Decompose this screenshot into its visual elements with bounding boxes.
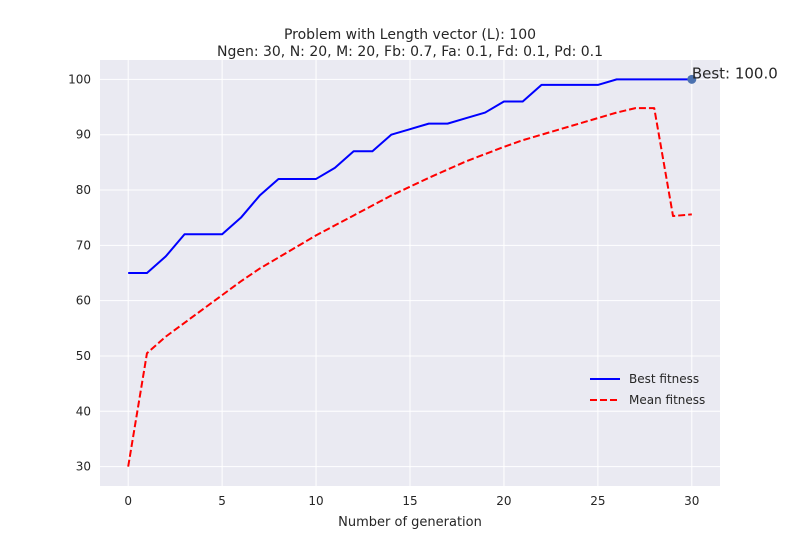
legend-label: Best fitness bbox=[629, 372, 699, 386]
y-tick-label: 80 bbox=[76, 183, 91, 197]
x-tick-label: 0 bbox=[124, 494, 132, 508]
y-tick-label: 30 bbox=[76, 460, 91, 474]
series-line-mean-fitness bbox=[127, 107, 692, 467]
y-tick-label: 40 bbox=[76, 404, 91, 418]
y-tick-label: 50 bbox=[76, 349, 91, 363]
x-tick-label: 10 bbox=[308, 494, 323, 508]
x-tick-label: 30 bbox=[684, 494, 699, 508]
best-annotation: Best: 100.0 bbox=[692, 64, 778, 82]
best-marker bbox=[687, 74, 697, 84]
x-tick-label: 15 bbox=[402, 494, 417, 508]
chart-title: Problem with Length vector (L): 100 bbox=[284, 27, 536, 43]
grid bbox=[100, 60, 720, 486]
y-tick-label: 70 bbox=[76, 238, 91, 252]
y-axis-ticks: 30 40 50 60 70 80 90 100 bbox=[68, 72, 91, 473]
y-tick-label: 90 bbox=[76, 128, 91, 142]
y-tick-label: 100 bbox=[68, 72, 91, 86]
chart-subtitle: Ngen: 30, N: 20, M: 20, Fb: 0.7, Fa: 0.1… bbox=[217, 44, 603, 60]
legend: Best fitness Mean fitness bbox=[590, 372, 705, 407]
x-axis-label: Number of generation bbox=[338, 515, 482, 530]
x-axis-ticks: 0 5 10 15 20 25 30 bbox=[124, 494, 699, 508]
annotation: Best: 100.0 bbox=[687, 64, 778, 84]
x-tick-label: 20 bbox=[496, 494, 511, 508]
y-tick-label: 60 bbox=[76, 294, 91, 308]
series-lines bbox=[127, 78, 692, 467]
series-line-best-fitness bbox=[128, 78, 692, 274]
x-tick-label: 25 bbox=[590, 494, 605, 508]
x-tick-label: 5 bbox=[218, 494, 226, 508]
legend-label: Mean fitness bbox=[629, 393, 705, 407]
